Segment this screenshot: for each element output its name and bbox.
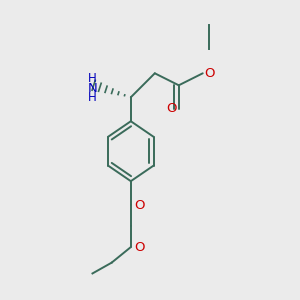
Text: O: O: [166, 102, 176, 115]
Text: O: O: [204, 67, 214, 80]
Text: H: H: [88, 72, 97, 85]
Text: O: O: [134, 199, 145, 212]
Text: H: H: [88, 91, 97, 104]
Text: O: O: [134, 241, 145, 254]
Text: N: N: [88, 82, 97, 95]
